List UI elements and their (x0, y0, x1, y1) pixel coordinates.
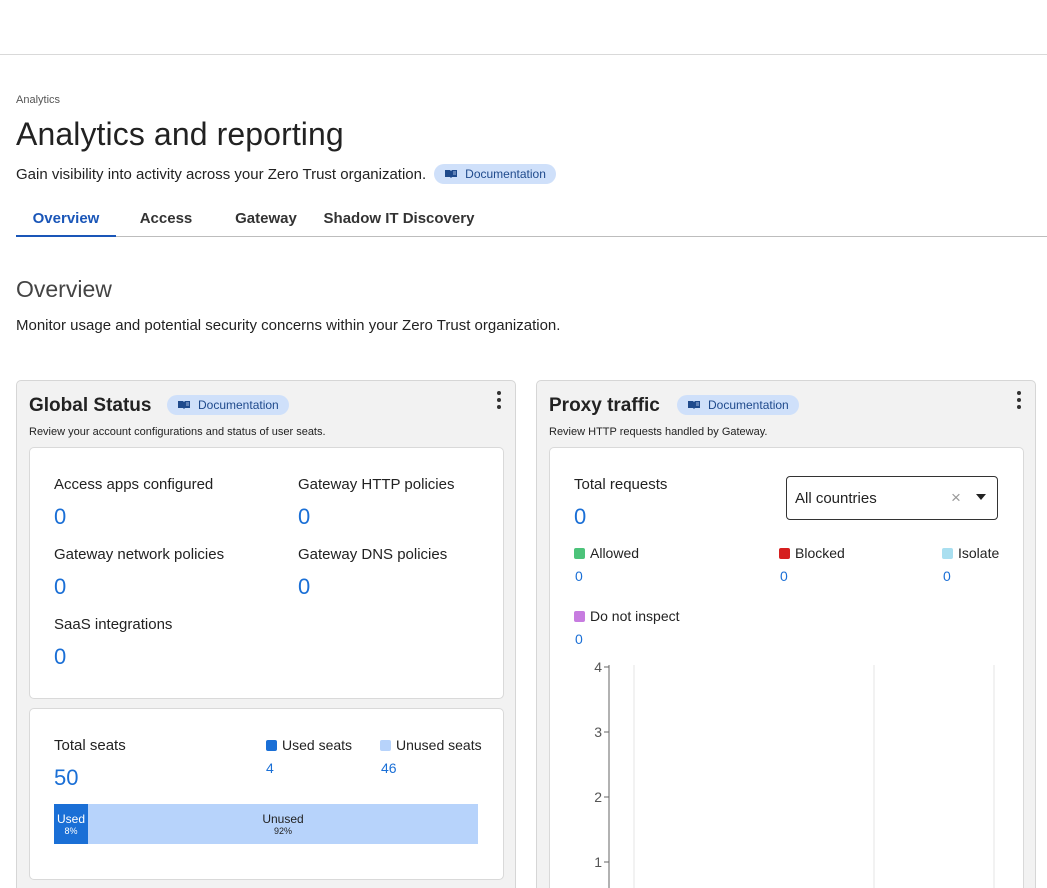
proxy-traffic-documentation-link[interactable]: Documentation (677, 395, 799, 415)
do-not-inspect-label: Do not inspect (590, 608, 680, 624)
documentation-link[interactable]: Documentation (434, 164, 556, 184)
unused-seats-value: 46 (381, 760, 397, 776)
book-icon (687, 400, 701, 410)
do-not-inspect-swatch (574, 610, 585, 622)
stat-value-access-apps[interactable]: 0 (54, 504, 67, 529)
book-icon (177, 400, 191, 410)
proxy-traffic-title: Proxy traffic (549, 395, 660, 416)
documentation-link-label: Documentation (708, 398, 789, 412)
used-seats-swatch (266, 739, 277, 751)
isolate-label: Isolate (958, 545, 1000, 561)
seats-bar-used-label: Used (56, 811, 85, 826)
total-seats-value: 50 (54, 765, 79, 790)
seats-panel: Total seats 50 Used seats 4 Unused seats… (29, 708, 504, 880)
proxy-traffic-more-icon[interactable] (1016, 391, 1022, 411)
total-requests-label: Total requests (574, 476, 668, 493)
tab-gateway[interactable]: Gateway (235, 210, 297, 227)
page-title: Analytics and reporting (16, 116, 344, 152)
documentation-link-label: Documentation (198, 398, 279, 412)
documentation-link-label: Documentation (465, 167, 546, 181)
y-tick-label: 3 (594, 724, 602, 740)
legend-unused-seats: Unused seats (380, 737, 482, 753)
section-description: Monitor usage and potential security con… (16, 317, 561, 334)
unused-seats-swatch (380, 739, 391, 751)
seats-bar-unused[interactable]: Unused 92% (88, 804, 478, 844)
used-seats-label: Used seats (282, 737, 353, 753)
allowed-label: Allowed (590, 545, 640, 561)
total-seats-label: Total seats (54, 737, 126, 754)
stat-label-gateway-dns: Gateway DNS policies (298, 546, 448, 563)
tab-overview[interactable]: Overview (16, 206, 116, 237)
proxy-traffic-card: Proxy traffic Documentation Review HTTP … (536, 380, 1036, 888)
top-bar (0, 0, 1047, 55)
blocked-value: 0 (780, 568, 788, 584)
clear-icon[interactable]: × (951, 488, 961, 507)
legend-allowed[interactable]: Allowed (574, 545, 639, 561)
blocked-swatch (779, 547, 790, 559)
global-status-description: Review your account configurations and s… (29, 426, 326, 438)
proxy-traffic-chart: 4 3 2 1 (594, 659, 995, 888)
legend-used-seats: Used seats (266, 737, 352, 753)
y-tick-label: 4 (594, 659, 602, 675)
legend-do-not-inspect[interactable]: Do not inspect (574, 608, 680, 624)
global-status-title: Global Status (29, 395, 152, 416)
legend-blocked[interactable]: Blocked (779, 545, 845, 561)
total-requests-value: 0 (574, 504, 587, 529)
tab-shadow-it-discovery[interactable]: Shadow IT Discovery (323, 210, 475, 227)
seats-bar-used[interactable]: Used 8% (54, 804, 88, 844)
allowed-swatch (574, 547, 585, 559)
country-select[interactable]: All countries × (786, 476, 998, 520)
stat-label-saas-integrations: SaaS integrations (54, 616, 173, 633)
configuration-panel: Access apps configured 0 Gateway HTTP po… (29, 447, 504, 699)
stat-label-gateway-network: Gateway network policies (54, 546, 225, 563)
proxy-traffic-panel: Total requests 0 All countries × Allowed… (549, 447, 1024, 888)
seats-bar-used-pct: 8% (64, 825, 78, 836)
book-icon (444, 169, 458, 179)
global-status-more-icon[interactable] (496, 391, 502, 411)
unused-seats-label: Unused seats (396, 737, 482, 753)
seats-bar: Used 8% Unused 92% (54, 804, 478, 844)
isolate-swatch (942, 547, 953, 559)
stat-value-gateway-network[interactable]: 0 (54, 574, 67, 599)
y-tick-label: 1 (594, 854, 602, 870)
page-subtitle: Gain visibility into activity across you… (16, 164, 556, 184)
used-seats-value: 4 (266, 760, 274, 776)
global-status-card: Global Status Documentation Review your … (16, 380, 516, 888)
stat-value-gateway-http[interactable]: 0 (298, 504, 311, 529)
tab-bar: Overview Access Gateway Shadow IT Discov… (16, 206, 1047, 237)
country-select-value: All countries (795, 490, 877, 507)
legend-isolate[interactable]: Isolate (942, 545, 999, 561)
stat-value-gateway-dns[interactable]: 0 (298, 574, 311, 599)
section-title: Overview (16, 276, 112, 302)
global-status-documentation-link[interactable]: Documentation (167, 395, 289, 415)
isolate-value: 0 (943, 568, 951, 584)
tab-access[interactable]: Access (139, 210, 193, 227)
stat-label-gateway-http: Gateway HTTP policies (298, 476, 455, 493)
proxy-traffic-description: Review HTTP requests handled by Gateway. (549, 426, 768, 438)
chevron-down-icon[interactable] (976, 494, 986, 500)
do-not-inspect-value: 0 (575, 631, 583, 647)
stat-value-saas-integrations[interactable]: 0 (54, 644, 67, 669)
breadcrumb[interactable]: Analytics (16, 94, 61, 106)
seats-bar-unused-label: Unused (262, 811, 304, 826)
blocked-label: Blocked (795, 545, 845, 561)
y-tick-label: 2 (594, 789, 602, 805)
seats-bar-unused-pct: 92% (273, 825, 292, 836)
allowed-value: 0 (575, 568, 583, 584)
stat-label-access-apps: Access apps configured (54, 476, 214, 493)
page-subtitle-text: Gain visibility into activity across you… (16, 165, 427, 183)
